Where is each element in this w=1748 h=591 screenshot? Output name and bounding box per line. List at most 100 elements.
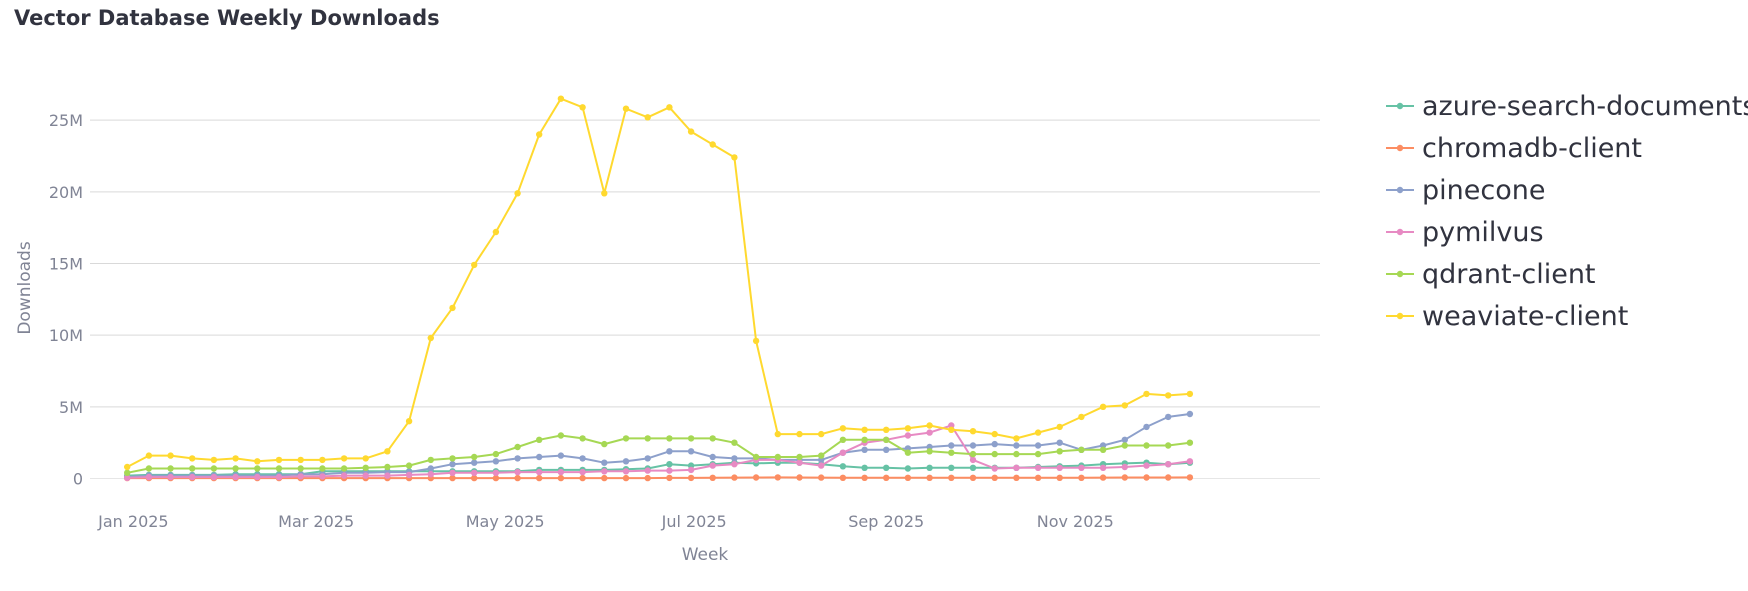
data-point — [1034, 464, 1042, 471]
data-point — [861, 474, 868, 481]
y-tick-label: 10M — [49, 326, 83, 345]
data-point — [427, 471, 434, 478]
data-point — [1121, 474, 1129, 481]
data-point — [731, 474, 738, 481]
data-point — [926, 448, 933, 455]
data-point — [124, 469, 131, 476]
data-point — [275, 456, 283, 464]
data-point — [687, 466, 695, 474]
data-point — [1099, 446, 1107, 453]
data-point — [145, 452, 153, 459]
legend-label: qdrant-client — [1422, 259, 1596, 290]
data-point — [557, 474, 565, 482]
data-point — [189, 473, 196, 481]
x-tick-label: Nov 2025 — [1037, 512, 1114, 531]
data-point — [666, 474, 673, 482]
data-point — [362, 455, 369, 462]
data-point — [731, 461, 738, 468]
data-point — [904, 465, 912, 472]
data-point — [796, 453, 803, 461]
data-point — [167, 465, 174, 472]
data-point — [232, 455, 239, 462]
data-point — [969, 450, 977, 458]
data-point — [861, 436, 868, 443]
data-point — [427, 465, 434, 472]
data-point — [1165, 442, 1172, 449]
data-point — [644, 455, 651, 462]
data-point — [818, 462, 825, 469]
x-tick-label: Sep 2025 — [848, 512, 924, 531]
data-point — [384, 448, 391, 455]
data-point — [405, 471, 413, 479]
legend-item: qdrant-client — [1386, 259, 1596, 290]
data-point — [1099, 474, 1107, 481]
data-point — [883, 436, 890, 443]
x-axis-ticks: Jan 2025 Mar 2025 May 2025 Jul 2025 Sep 2025… — [97, 512, 1114, 531]
data-point — [622, 458, 630, 465]
data-point — [210, 456, 218, 464]
data-point — [1078, 464, 1085, 471]
data-point — [731, 439, 738, 446]
data-point — [709, 435, 716, 442]
data-point — [1143, 390, 1150, 398]
data-point — [492, 474, 500, 482]
data-point — [340, 455, 348, 462]
data-point — [254, 473, 261, 481]
data-point — [297, 456, 304, 464]
data-point — [687, 128, 695, 135]
data-point — [752, 474, 760, 481]
data-point — [536, 474, 543, 482]
data-point — [774, 453, 781, 461]
data-point — [536, 453, 543, 461]
data-point — [601, 474, 608, 482]
x-tick-label: Mar 2025 — [278, 512, 354, 531]
data-point — [1186, 474, 1194, 481]
data-point — [969, 428, 977, 435]
data-point — [557, 432, 565, 439]
data-point — [189, 455, 196, 462]
data-point — [752, 337, 760, 345]
data-point — [991, 465, 998, 472]
data-point — [601, 440, 608, 448]
data-point — [1143, 423, 1150, 431]
data-point — [839, 436, 847, 443]
data-point — [904, 425, 912, 432]
data-point — [861, 464, 868, 471]
data-point — [839, 425, 847, 432]
data-point — [1165, 461, 1172, 468]
data-point — [818, 474, 825, 481]
data-point — [839, 463, 847, 470]
data-point — [991, 430, 998, 438]
data-point — [1056, 464, 1063, 471]
data-point — [557, 468, 565, 476]
data-point — [275, 465, 283, 472]
y-tick-label: 15M — [49, 255, 83, 274]
data-point — [449, 455, 456, 462]
data-point — [622, 435, 630, 442]
data-point — [709, 453, 716, 461]
data-point — [1056, 439, 1063, 446]
legend-label: chromadb-client — [1422, 133, 1642, 164]
data-point — [1165, 392, 1172, 399]
data-point — [861, 446, 868, 453]
data-point — [384, 463, 391, 471]
series-line — [127, 434, 1191, 474]
data-point — [210, 473, 218, 481]
data-point — [1078, 446, 1085, 453]
data-point — [709, 462, 716, 469]
data-point — [644, 467, 651, 474]
data-point — [991, 440, 998, 448]
data-point — [449, 469, 456, 476]
data-point — [644, 435, 651, 442]
y-tick-label: 25M — [49, 111, 83, 130]
data-point — [1013, 450, 1020, 458]
data-point — [471, 261, 478, 269]
data-point — [319, 473, 326, 480]
data-point — [319, 456, 326, 464]
data-point — [471, 469, 478, 476]
data-point — [818, 452, 825, 459]
x-tick-label: May 2025 — [466, 512, 545, 531]
data-point — [904, 474, 912, 481]
data-point — [405, 462, 413, 469]
data-point — [948, 449, 955, 456]
